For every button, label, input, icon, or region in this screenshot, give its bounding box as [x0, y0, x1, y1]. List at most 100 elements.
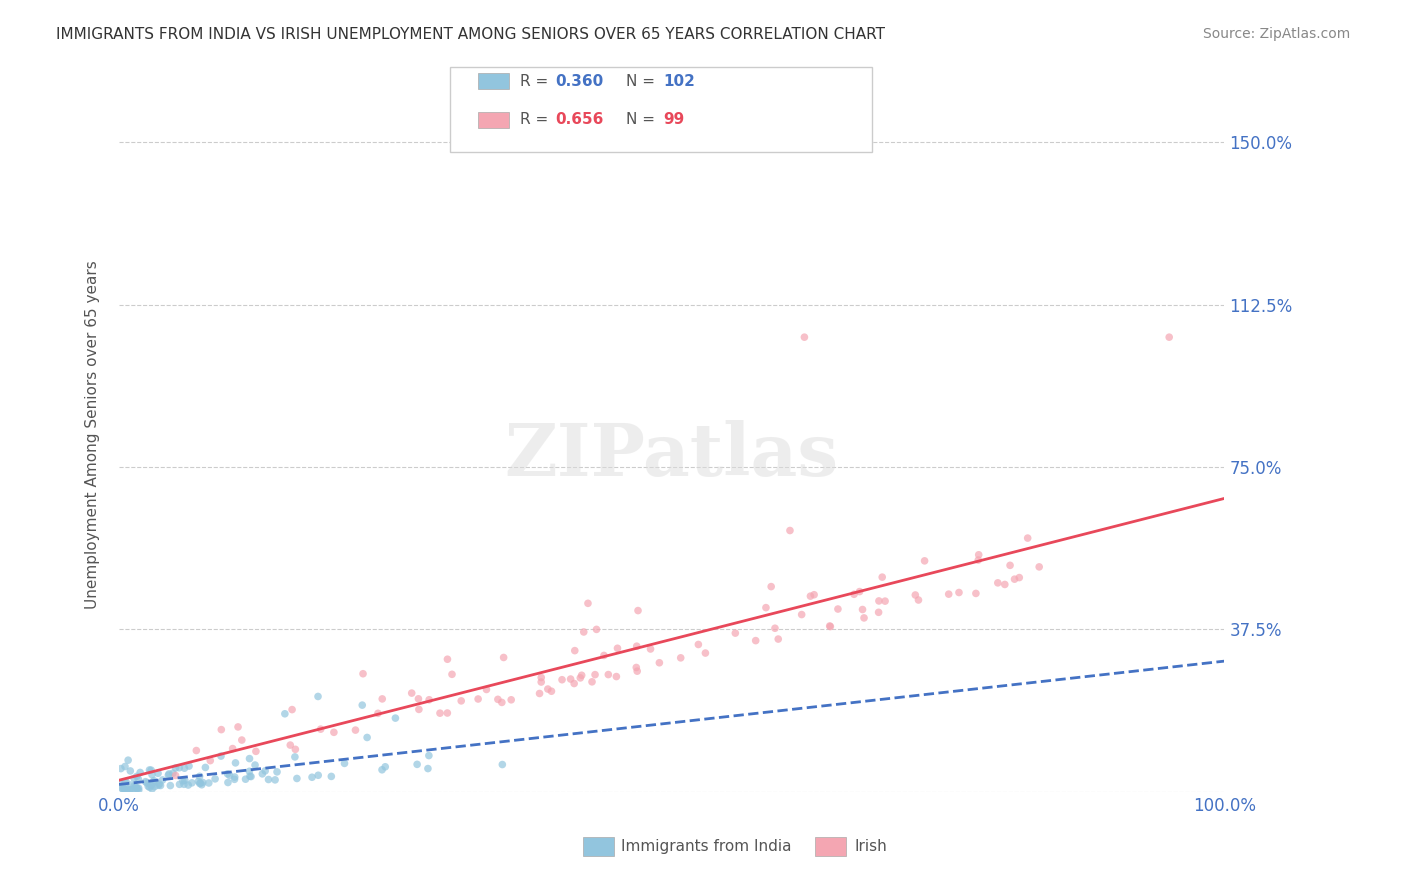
Point [401, 686, 423, 700]
Point [128, 781, 150, 796]
Point [266, 764, 288, 779]
Point [187, 774, 209, 789]
Point [1017, 531, 1039, 545]
Point [967, 553, 990, 567]
Point [827, 602, 849, 616]
Point [793, 330, 815, 344]
Point [173, 773, 195, 788]
Point [818, 619, 841, 633]
Point [530, 675, 553, 690]
Point [907, 593, 929, 607]
Point [371, 763, 394, 777]
Point [1004, 572, 1026, 586]
Point [224, 756, 246, 770]
Point [803, 588, 825, 602]
Point [138, 763, 160, 777]
Point [948, 585, 970, 599]
Point [560, 672, 582, 686]
Point [475, 682, 498, 697]
Text: N =: N = [626, 74, 659, 88]
Point [142, 773, 165, 788]
Point [307, 768, 329, 782]
Point [167, 761, 190, 775]
Point [138, 780, 160, 795]
Point [146, 766, 169, 780]
Point [501, 693, 523, 707]
Text: 102: 102 [664, 74, 696, 88]
Point [356, 731, 378, 745]
Point [626, 664, 648, 678]
Point [274, 706, 297, 721]
Point [851, 602, 873, 616]
Point [418, 692, 440, 706]
Point [605, 669, 627, 683]
Point [581, 674, 603, 689]
Point [198, 776, 221, 790]
Point [122, 779, 145, 793]
Point [321, 769, 343, 783]
Point [406, 757, 429, 772]
Point [440, 667, 463, 681]
Point [987, 575, 1010, 590]
Point [135, 774, 157, 789]
Point [626, 639, 648, 653]
Point [537, 681, 560, 696]
Point [408, 691, 430, 706]
Point [157, 767, 180, 781]
Point [121, 783, 143, 797]
Point [217, 775, 239, 789]
Point [648, 656, 671, 670]
Point [114, 759, 136, 773]
Point [1159, 330, 1181, 344]
Point [186, 743, 208, 757]
Point [562, 676, 585, 690]
Point [191, 778, 214, 792]
Point [307, 690, 329, 704]
Point [598, 667, 620, 681]
Point [139, 763, 162, 777]
Point [486, 692, 509, 706]
Point [121, 782, 143, 797]
Point [112, 780, 135, 795]
Text: 0.656: 0.656 [555, 112, 603, 127]
Text: Source: ZipAtlas.com: Source: ZipAtlas.com [1202, 27, 1350, 41]
Point [529, 686, 551, 700]
Point [141, 767, 163, 781]
Point [768, 632, 790, 646]
Point [188, 776, 211, 790]
Point [172, 774, 194, 789]
Text: IMMIGRANTS FROM INDIA VS IRISH UNEMPLOYMENT AMONG SENIORS OVER 65 YEARS CORRELAT: IMMIGRANTS FROM INDIA VS IRISH UNEMPLOYM… [56, 27, 886, 42]
Point [125, 781, 148, 796]
Point [436, 706, 458, 720]
Point [209, 723, 232, 737]
Point [231, 733, 253, 747]
Point [238, 751, 260, 765]
Point [755, 600, 778, 615]
Point [177, 759, 200, 773]
Point [188, 769, 211, 783]
Point [118, 783, 141, 797]
Point [226, 720, 249, 734]
Point [177, 778, 200, 792]
Point [257, 772, 280, 787]
Point [585, 623, 607, 637]
Point [281, 703, 304, 717]
Point [108, 775, 131, 789]
Point [572, 624, 595, 639]
Point [669, 651, 692, 665]
Point [148, 777, 170, 791]
Point [551, 673, 574, 687]
Point [564, 643, 586, 657]
Point [254, 764, 277, 778]
Point [221, 741, 243, 756]
Y-axis label: Unemployment Among Seniors over 65 years: Unemployment Among Seniors over 65 years [86, 260, 100, 609]
Point [115, 783, 138, 797]
Point [128, 783, 150, 797]
Point [148, 778, 170, 792]
Point [965, 586, 987, 600]
Point [779, 524, 801, 538]
Point [278, 738, 301, 752]
Point [436, 652, 458, 666]
Point [127, 772, 149, 786]
Point [790, 607, 813, 622]
